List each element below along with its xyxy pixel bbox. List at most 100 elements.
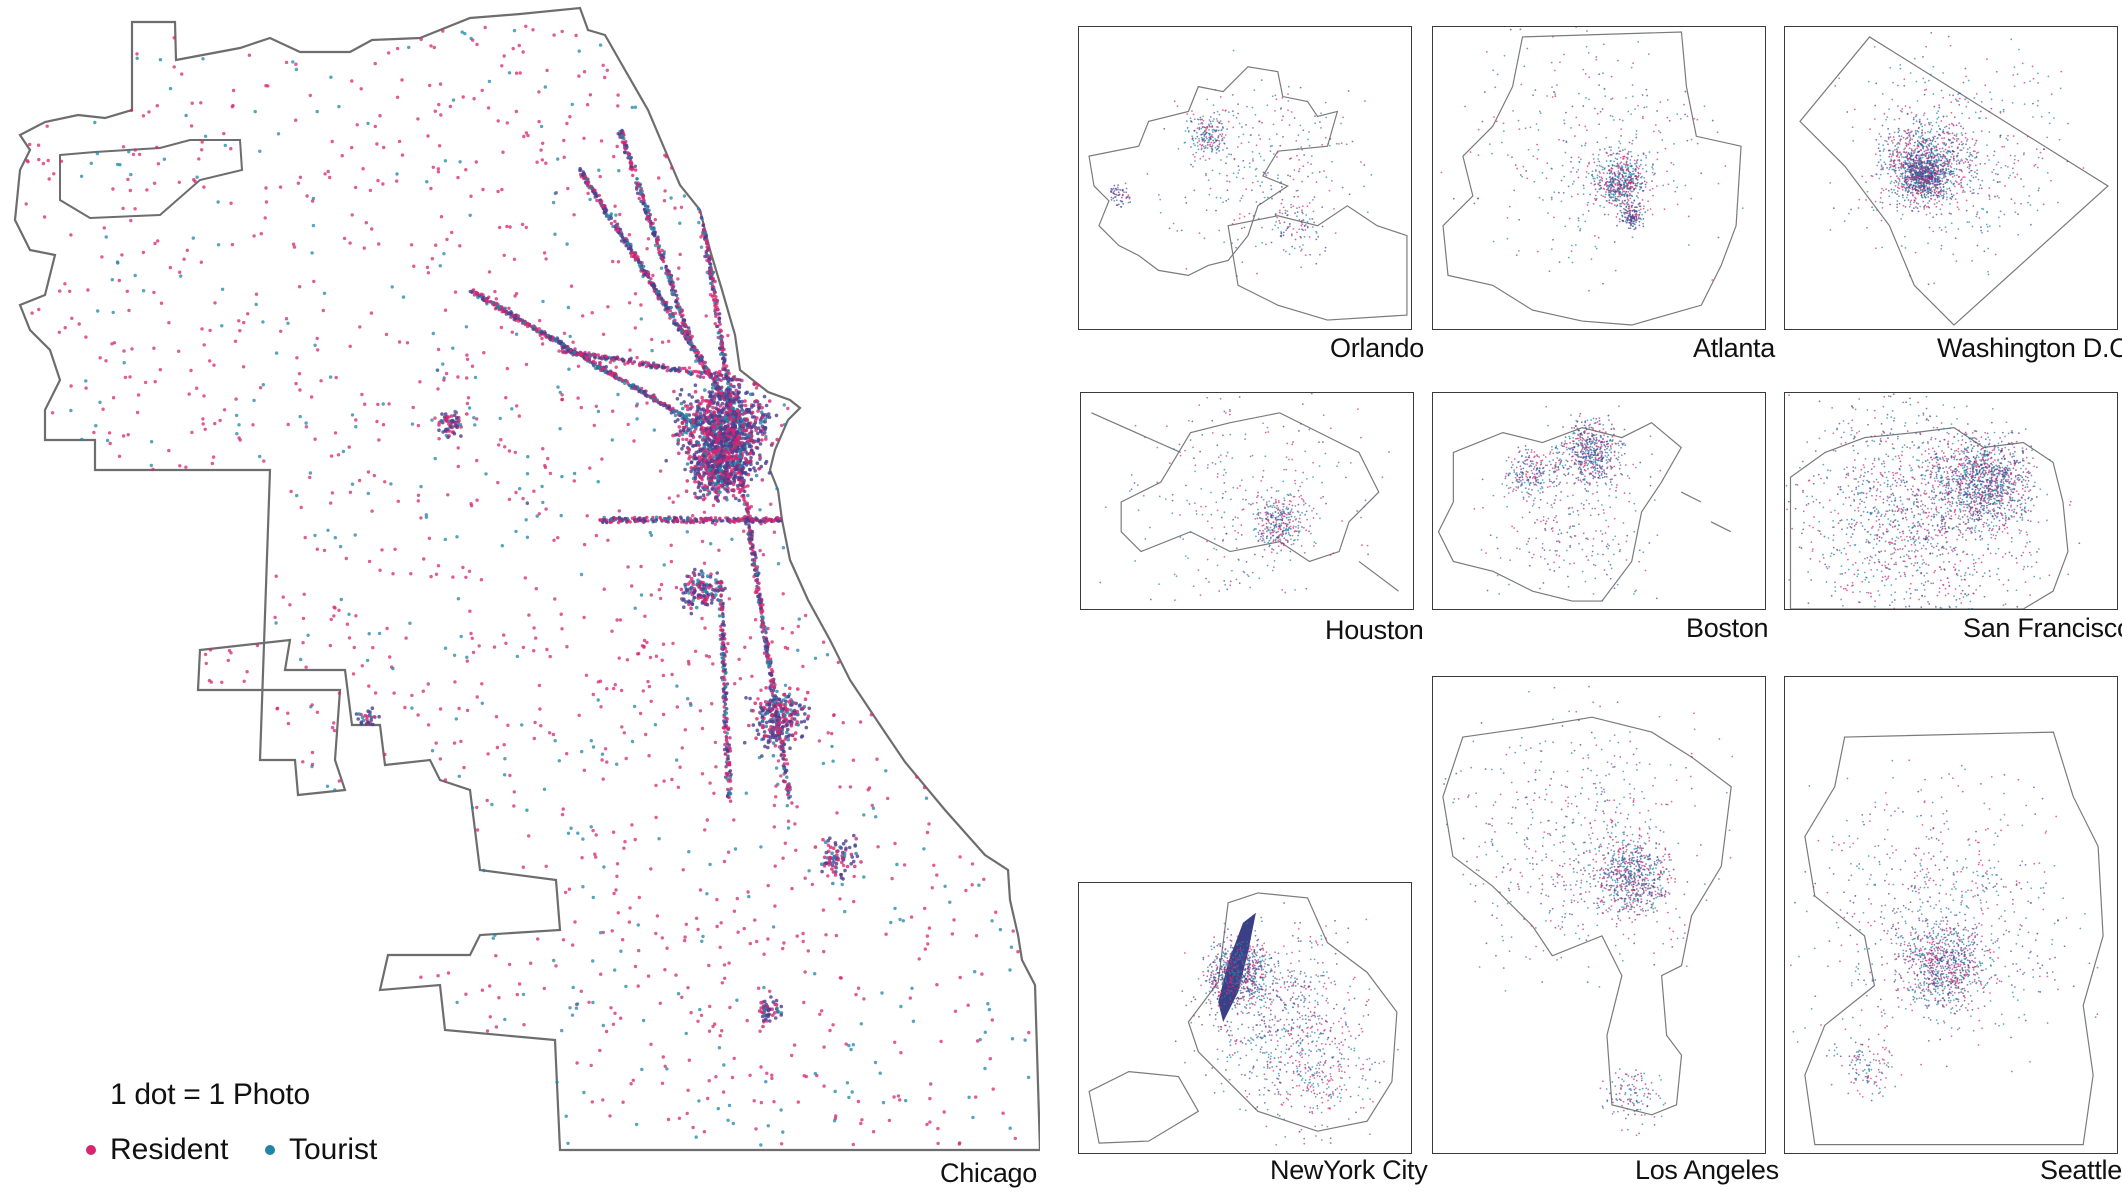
photo-dot <box>766 656 770 661</box>
photo-dot <box>443 646 448 650</box>
photo-dot <box>909 915 914 919</box>
photo-dot <box>769 995 773 999</box>
photo-dot <box>660 936 664 940</box>
photo-dot <box>826 843 830 847</box>
photo-dot <box>721 444 725 449</box>
photo-dot <box>711 662 715 666</box>
photo-dot <box>475 695 479 699</box>
photo-dot <box>679 387 684 392</box>
photo-dot <box>560 397 565 402</box>
photo-dot <box>750 415 755 419</box>
photo-dot <box>601 930 605 935</box>
photo-dot <box>778 703 783 707</box>
photo-dot <box>624 984 628 989</box>
photo-dot <box>759 845 763 849</box>
photo-dot <box>419 37 423 42</box>
photo-dot <box>601 777 605 781</box>
photo-dot <box>753 418 758 423</box>
photo-dot <box>288 603 292 607</box>
photo-dot <box>759 464 764 469</box>
photo-dot <box>790 1053 794 1058</box>
photo-dot <box>375 142 379 146</box>
photo-dot <box>309 395 314 399</box>
photo-dot <box>696 466 700 470</box>
photo-dot <box>465 659 469 663</box>
photo-dot <box>567 887 572 891</box>
photo-dot <box>980 972 984 976</box>
photo-dot <box>998 927 1003 932</box>
photo-dot <box>826 874 830 878</box>
photo-dot <box>235 432 239 436</box>
photo-dot <box>713 383 717 388</box>
photo-dot <box>779 1142 784 1146</box>
photo-dot <box>195 175 199 179</box>
photo-dot <box>604 208 609 212</box>
photo-dot <box>738 677 742 681</box>
photo-dot <box>823 840 828 844</box>
photo-dot <box>847 1095 851 1100</box>
photo-dot <box>702 510 707 514</box>
photo-dot <box>719 921 723 925</box>
photo-dot <box>676 438 681 442</box>
photo-dot <box>588 466 592 470</box>
photo-dot <box>503 306 507 310</box>
photo-dot <box>190 430 194 435</box>
photo-dot <box>152 181 157 185</box>
photo-dot <box>756 431 760 436</box>
photo-dot <box>474 160 478 164</box>
photo-dot <box>141 114 146 118</box>
photo-dot <box>570 1013 575 1017</box>
photo-dot <box>618 212 622 217</box>
photo-dot <box>539 148 543 152</box>
photo-dot <box>781 764 785 768</box>
photo-dot <box>556 385 560 389</box>
photo-dot <box>241 365 246 369</box>
photo-dot <box>801 706 805 710</box>
photo-dot <box>613 683 617 687</box>
photo-dot <box>691 444 696 448</box>
photo-dot <box>301 760 305 764</box>
photo-dot <box>594 404 598 408</box>
photo-dot <box>774 784 778 788</box>
photo-dot <box>333 606 337 610</box>
photo-dot <box>574 33 578 38</box>
photo-dot <box>485 1029 490 1033</box>
photo-dot <box>697 220 701 225</box>
photo-dot <box>649 277 653 281</box>
photo-dot <box>220 287 225 291</box>
photo-dot <box>831 870 836 874</box>
photo-dot <box>910 986 914 990</box>
photo-dot <box>700 616 704 621</box>
photo-dot <box>700 772 705 776</box>
photo-dot <box>660 340 665 344</box>
photo-dot <box>633 606 637 610</box>
photo-dot <box>117 454 122 458</box>
photo-dot <box>456 597 461 601</box>
photo-dot <box>589 825 593 829</box>
photo-dot <box>698 448 703 453</box>
photo-dot <box>699 465 703 470</box>
photo-dot <box>313 533 317 538</box>
photo-dot <box>382 145 386 150</box>
photo-dot <box>247 53 252 57</box>
photo-dot <box>656 297 661 301</box>
photo-dot <box>602 587 606 591</box>
photo-dot <box>758 455 762 460</box>
photo-dot <box>315 336 319 341</box>
photo-dot <box>716 393 721 397</box>
photo-dot <box>770 640 774 644</box>
photo-dot <box>852 899 856 904</box>
photo-dot <box>582 136 586 140</box>
photo-dot <box>757 467 761 471</box>
photo-dot <box>685 479 690 483</box>
photo-dot <box>510 330 514 334</box>
photo-dot <box>713 740 718 745</box>
photo-dot <box>756 697 760 701</box>
photo-dot <box>709 601 714 605</box>
photo-dot <box>515 404 519 408</box>
photo-dot <box>350 413 355 417</box>
photo-dot <box>779 774 783 778</box>
photo-dot <box>620 725 624 729</box>
photo-dot <box>505 366 510 371</box>
photo-dot <box>553 191 557 196</box>
